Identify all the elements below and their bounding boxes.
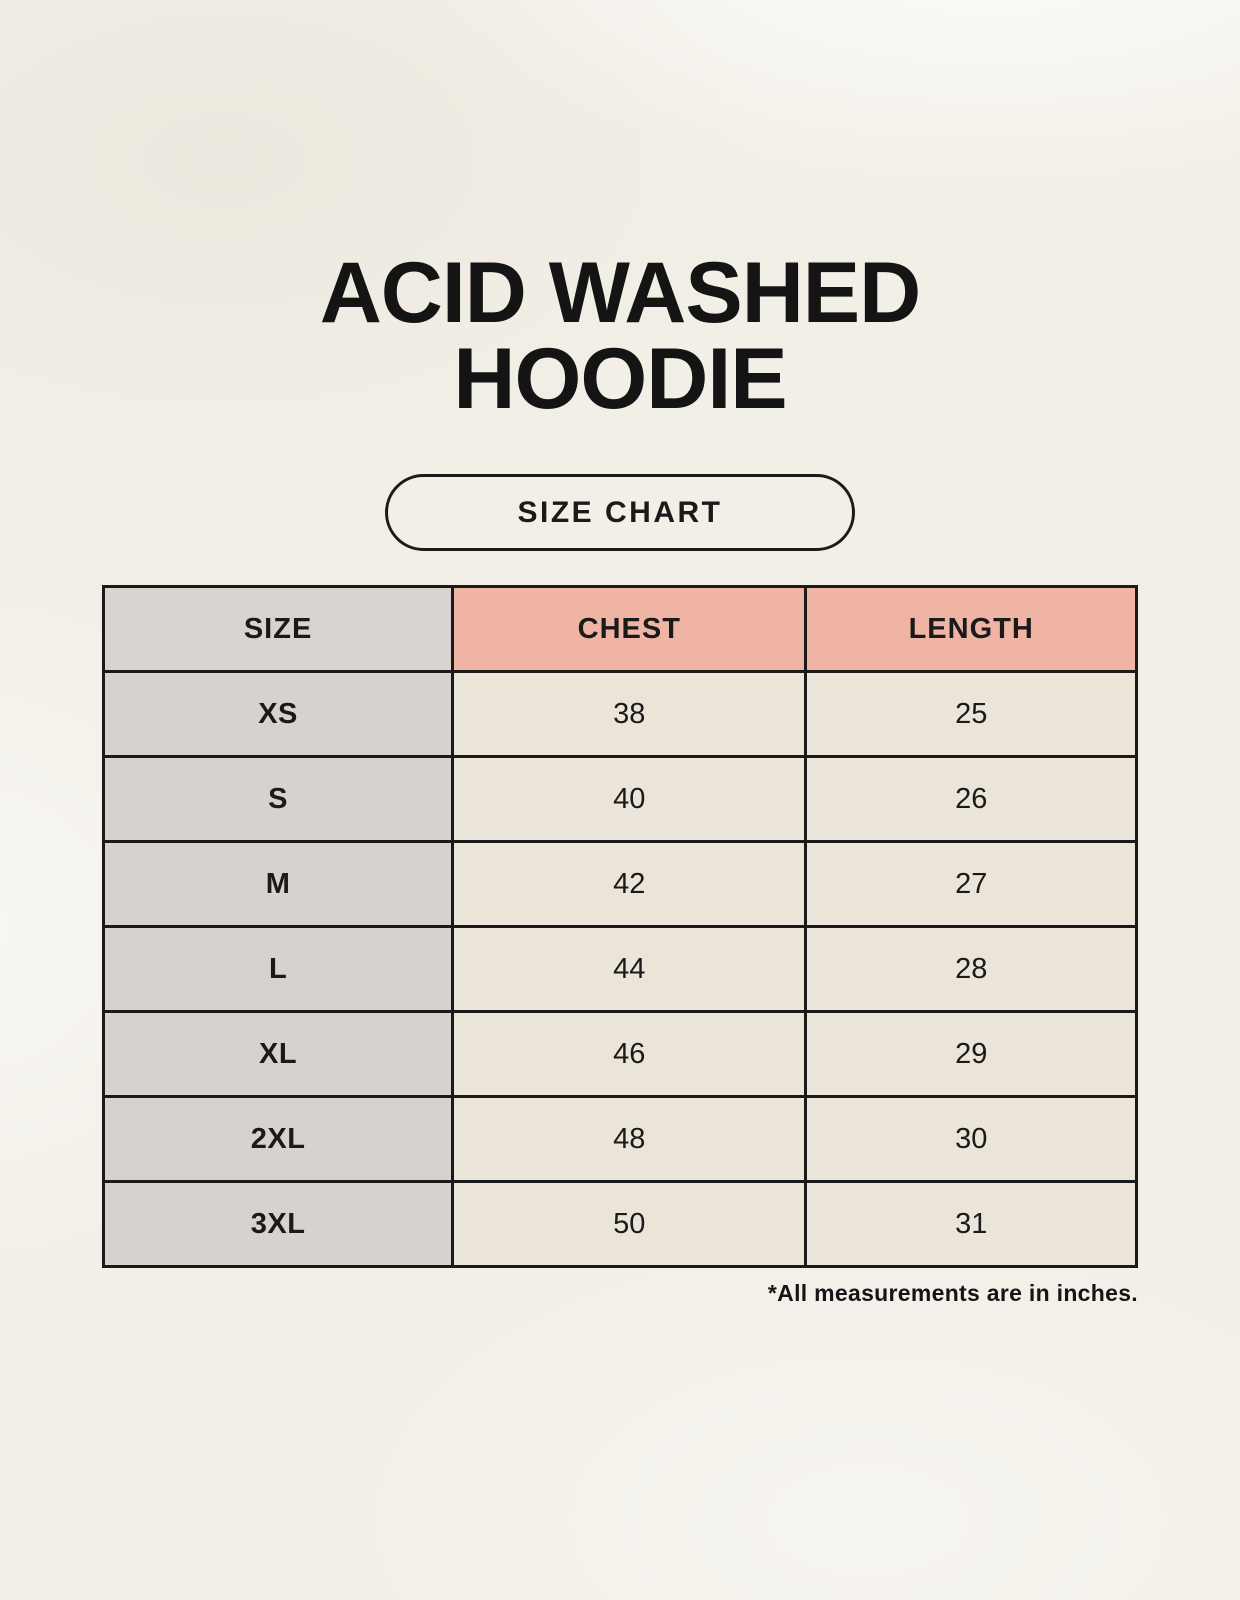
table-row-xl: XL 46 29: [101, 1010, 1138, 1098]
table-row-l: L 44 28: [101, 925, 1138, 1013]
size-chart-badge-label: SIZE CHART: [517, 495, 723, 529]
product-title-line1: ACID WASHED: [319, 245, 922, 341]
chest-cell: 46: [451, 1010, 808, 1098]
table-row-xs: XS 38 25: [101, 670, 1138, 758]
measurements-footnote: *All measurements are in inches.: [767, 1280, 1138, 1306]
length-cell: 31: [804, 1180, 1138, 1268]
size-table: SIZE CHEST LENGTH XS 38 25 S 40 26 M 42 …: [101, 585, 1138, 1268]
length-cell: 29: [804, 1010, 1138, 1098]
size-cell: 2XL: [101, 1095, 455, 1183]
chest-cell: 42: [451, 840, 808, 928]
chest-cell: 44: [451, 925, 808, 1013]
length-cell: 25: [804, 670, 1138, 758]
chest-cell: 40: [451, 755, 808, 843]
header-cell-length: LENGTH: [804, 585, 1138, 673]
product-title: ACID WASHED HOODIE: [102, 0, 1138, 422]
chest-cell: 48: [451, 1095, 808, 1183]
table-row-2xl: 2XL 48 30: [101, 1095, 1138, 1183]
size-cell: S: [101, 755, 455, 843]
length-cell: 28: [804, 925, 1138, 1013]
size-chart-page: ACID WASHED HOODIE SIZE CHART SIZE CHEST…: [101, 0, 1138, 1307]
header-cell-size: SIZE: [101, 585, 455, 673]
chest-cell: 38: [451, 670, 808, 758]
product-title-line2: HOODIE: [453, 331, 787, 427]
size-chart-badge: SIZE CHART: [385, 474, 855, 551]
header-cell-chest: CHEST: [451, 585, 808, 673]
length-cell: 26: [804, 755, 1138, 843]
size-cell: XL: [101, 1010, 455, 1098]
table-row-3xl: 3XL 50 31: [101, 1180, 1138, 1268]
size-cell: M: [101, 840, 455, 928]
length-cell: 27: [804, 840, 1138, 928]
table-row-s: S 40 26: [101, 755, 1138, 843]
chest-cell: 50: [451, 1180, 808, 1268]
size-table-header-row: SIZE CHEST LENGTH: [101, 585, 1138, 673]
size-cell: XS: [101, 670, 455, 758]
size-cell: L: [101, 925, 455, 1013]
size-cell: 3XL: [101, 1180, 455, 1268]
length-cell: 30: [804, 1095, 1138, 1183]
table-row-m: M 42 27: [101, 840, 1138, 928]
